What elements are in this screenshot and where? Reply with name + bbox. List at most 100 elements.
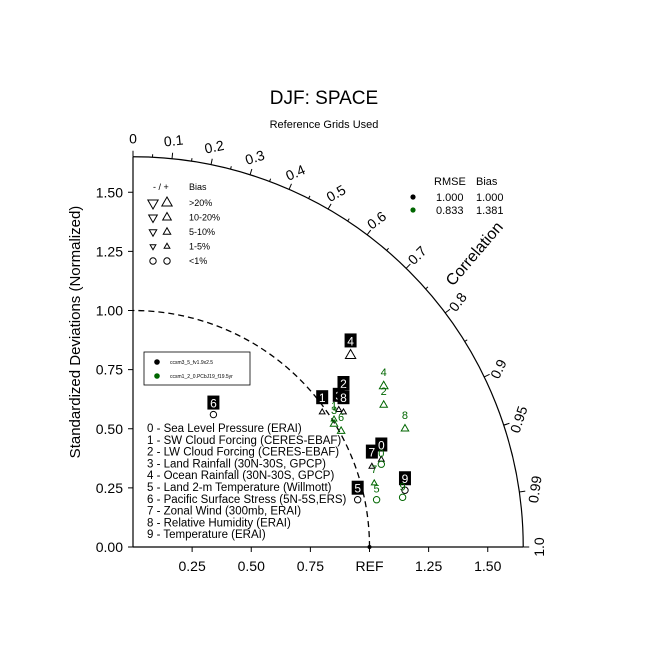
bias-legend-up-marker [160,196,174,207]
correlation-tick-label: 0.7 [405,243,430,268]
data-point-label: 4 [347,334,354,348]
y-tick-label: 0.25 [96,480,123,496]
data-point-marker [377,460,386,468]
data-point-label: 3 [331,405,337,417]
data-point-marker [209,410,218,419]
case-list-item: 9 - Temperature (ERAI) [147,529,266,541]
data-point-label: 8 [402,410,408,422]
data-point-label: 0 [378,438,385,452]
bias-legend-down-marker [147,214,159,224]
correlation-minor-tick [347,218,350,222]
y-axis-label: Standardized Deviations (Normalized) [67,206,84,459]
correlation-tick [405,263,411,269]
data-point-marker [344,348,357,359]
data-point-marker [370,478,378,486]
case-list-item: 4 - Ocean Rainfall (30N-30S, GPCP) [147,470,334,482]
stats-bias-value: 1.000 [476,192,504,204]
case-list-item: 1 - SW Cloud Forcing (CERES-EBAF) [147,435,341,447]
correlation-axis-label: Correlation [443,219,507,290]
data-point-label: 9 [402,472,409,486]
data-point-label-box [344,333,357,348]
correlation-tick [171,152,174,159]
correlation-tick-label: 0.6 [364,208,389,233]
case-list-item: 7 - Zonal Wind (300mb, ERAI) [147,506,301,518]
series-legend-dot [154,359,160,365]
series-legend: ccsm3_5_fv1.9x2.5 ccsm1_2_0.PCbJ19_f19.5y… [143,351,251,386]
data-point-label-box [398,471,411,486]
data-point-label: 5 [354,482,361,496]
correlation-minor-tick [503,423,507,426]
stats-rmse-value: 1.000 [436,192,464,204]
correlation-minor-tick [464,339,468,342]
correlation-tick-label: 0.5 [324,181,349,205]
series-legend-box [143,351,251,386]
data-point-label: 2 [381,386,387,398]
data-point-marker [372,496,381,504]
data-point-label-box [375,437,388,452]
correlation-minor-tick [386,247,389,251]
data-point-marker [400,423,410,432]
x-tick-label: 1.50 [474,558,501,574]
y-tick-label: 1.00 [96,303,123,319]
bias-legend-down-marker [149,257,157,265]
series-legend-label: ccsm1_2_0.PCbJ19_f19.5yr [170,374,233,380]
data-point-label: 6 [338,412,344,424]
bias-legend-down-marker [148,229,158,238]
series-legend-dot [154,373,160,379]
x-tick-label: REF [356,558,384,574]
data-point-label: 6 [210,397,217,411]
correlation-tick [519,490,526,493]
x-tick-label: 0.25 [179,558,206,574]
data-point-label: 4 [381,367,387,379]
bias-legend: - / + Bias >20% 10-20% 5-10% 1-5% <1% [146,182,220,266]
correlation-tick-label: 0.9 [487,356,510,381]
data-point-label: 1 [319,391,326,405]
data-point-marker [379,399,389,408]
correlation-tick [249,168,253,175]
y-tick-label: 1.25 [96,243,123,259]
data-point-label: 7 [369,446,376,460]
data-point-marker [330,414,338,422]
correlation-tick [483,373,490,378]
y-tick-label: 1.50 [96,184,123,200]
bias-legend-down-marker [146,199,160,210]
data-point-label: 1 [331,400,337,412]
plot-area: 0.000.250.500.751.001.251.500.25 0.50 0.75… [67,130,547,574]
bias-legend-label: 10-20% [189,213,220,223]
stats-legend-dot [410,207,416,213]
correlation-tick [210,158,213,165]
data-point-label-box [207,395,220,410]
correlation-minor-tick [269,178,272,182]
correlation-minor-tick [308,195,311,199]
data-point-marker [353,496,362,504]
data-point-marker [378,380,389,390]
stats-bias-value: 1.381 [476,205,504,217]
y-tick-label: 0.75 [96,362,123,378]
data-point-label-box [337,390,350,405]
correlation-tick [327,203,332,210]
correlation-tick-label: 0.99 [525,475,545,504]
correlation-tick-label: 0 [129,130,137,146]
data-point-label: 2 [340,377,347,391]
chart-title: DJF: SPACE [269,88,379,109]
case-list-item: 5 - Land 2-m Temperature (Willmott) [147,482,332,494]
data-point-marker [318,407,326,415]
stats-rmse-value: 0.833 [436,205,464,217]
x-tick-label: 0.50 [238,558,265,574]
correlation-tick-label: 0.3 [243,147,267,168]
case-list-item: 3 - Land Rainfall (30N-30S, GPCP) [147,458,326,470]
bias-legend-label: <1% [189,256,207,266]
case-list-item: 8 - Relative Humidity (ERAI) [147,517,291,529]
bias-legend-bias-header: Bias [189,182,207,192]
bias-legend-label: 5-10% [189,227,215,237]
correlation-tick [288,183,292,190]
correlation-tick [366,229,372,236]
case-list-item: 2 - LW Cloud Forcing (CERES-EBAF) [147,447,339,459]
data-point-label-box [365,444,378,459]
stats-bias-header: Bias [476,176,498,188]
chart-subtitle: Reference Grids Used [269,119,379,131]
